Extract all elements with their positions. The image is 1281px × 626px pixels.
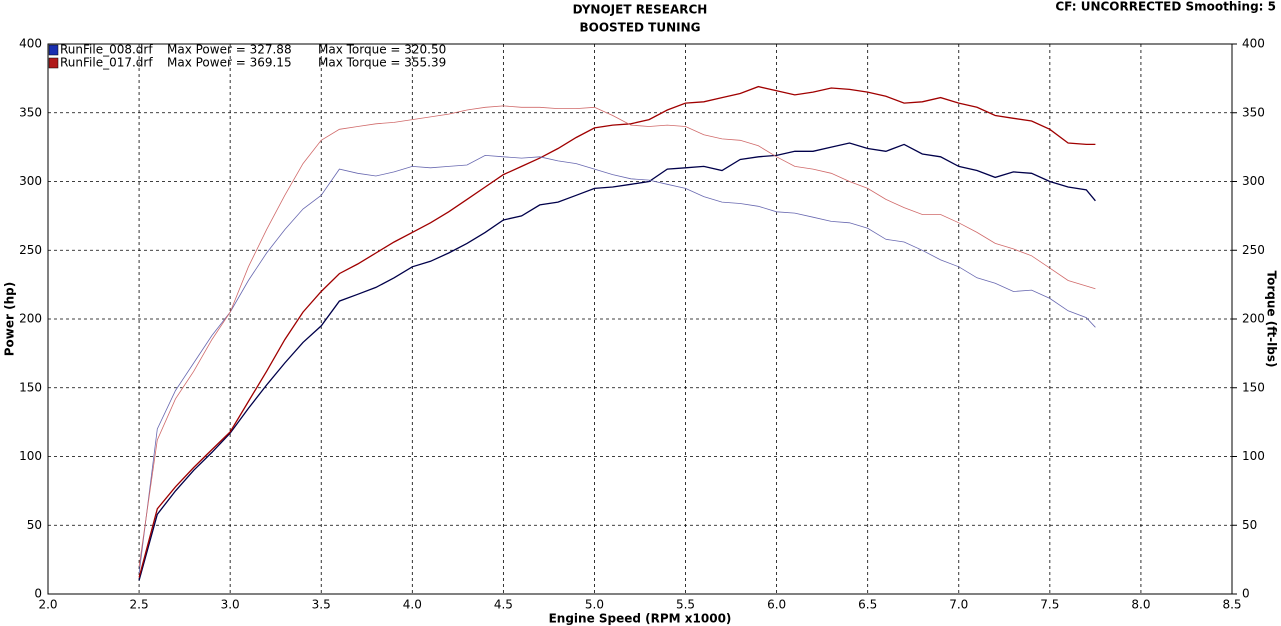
data-line xyxy=(138,142,1096,581)
x-tick-label: 6.0 xyxy=(767,598,786,612)
y-tick-label: 400 xyxy=(19,37,42,51)
y2-tick-label: 150 xyxy=(1242,380,1265,394)
legend-file: RunFile_017.drf xyxy=(60,56,153,70)
y-tick-label: 0 xyxy=(34,587,42,601)
x-tick-label: 3.0 xyxy=(221,598,240,612)
x-tick-label: 6.5 xyxy=(858,598,877,612)
y2-tick-label: 300 xyxy=(1242,174,1265,188)
x-tick-label: 5.5 xyxy=(676,598,695,612)
y2-tick-label: 50 xyxy=(1242,518,1257,532)
y2-tick-label: 350 xyxy=(1242,105,1265,119)
y2-tick-label: 200 xyxy=(1242,312,1265,326)
legend-swatch xyxy=(48,44,59,56)
x-tick-label: 4.5 xyxy=(494,598,513,612)
x-axis-label: Engine Speed (RPM x1000) xyxy=(549,612,732,626)
x-tick-label: 5.0 xyxy=(585,598,604,612)
x-tick-label: 4.0 xyxy=(403,598,422,612)
y2-tick-label: 250 xyxy=(1242,243,1265,257)
x-tick-label: 8.0 xyxy=(1131,598,1150,612)
y2-tick-label: 0 xyxy=(1242,587,1250,601)
x-tick-label: 7.0 xyxy=(949,598,968,612)
legend-swatch xyxy=(48,57,59,69)
y2-tick-label: 100 xyxy=(1242,449,1265,463)
legend-max-torque: Max Torque = 320.50 xyxy=(318,43,446,57)
x-tick-label: 7.5 xyxy=(1040,598,1059,612)
x-tick-label: 8.5 xyxy=(1222,598,1241,612)
x-tick-label: 2.5 xyxy=(130,598,149,612)
data-line xyxy=(138,154,1096,574)
y-tick-label: 300 xyxy=(19,174,42,188)
legend-max-torque: Max Torque = 355.39 xyxy=(318,56,446,70)
legend-max-power: Max Power = 327.88 xyxy=(167,43,292,57)
x-tick-label: 3.5 xyxy=(312,598,331,612)
y-axis-label: Power (hp) xyxy=(3,282,17,356)
y-tick-label: 50 xyxy=(27,518,42,532)
data-line xyxy=(138,85,1096,578)
legend-file: RunFile_008.drf xyxy=(60,43,153,57)
y2-axis-label: Torque (ft-lbs) xyxy=(1265,271,1279,368)
y-tick-label: 150 xyxy=(19,380,42,394)
chart-subtitle: BOOSTED TUNING xyxy=(579,21,700,35)
data-line xyxy=(138,105,1096,567)
legend-max-power: Max Power = 369.15 xyxy=(167,56,292,70)
y-tick-label: 100 xyxy=(19,449,42,463)
settings-note: CF: UNCORRECTED Smoothing: 5 xyxy=(1055,0,1276,14)
y-tick-label: 350 xyxy=(19,105,42,119)
x-tick-label: 2.0 xyxy=(38,598,57,612)
chart-title: DYNOJET RESEARCH xyxy=(573,3,708,17)
y-tick-label: 200 xyxy=(19,312,42,326)
y-tick-label: 250 xyxy=(19,243,42,257)
y2-tick-label: 400 xyxy=(1242,37,1265,51)
